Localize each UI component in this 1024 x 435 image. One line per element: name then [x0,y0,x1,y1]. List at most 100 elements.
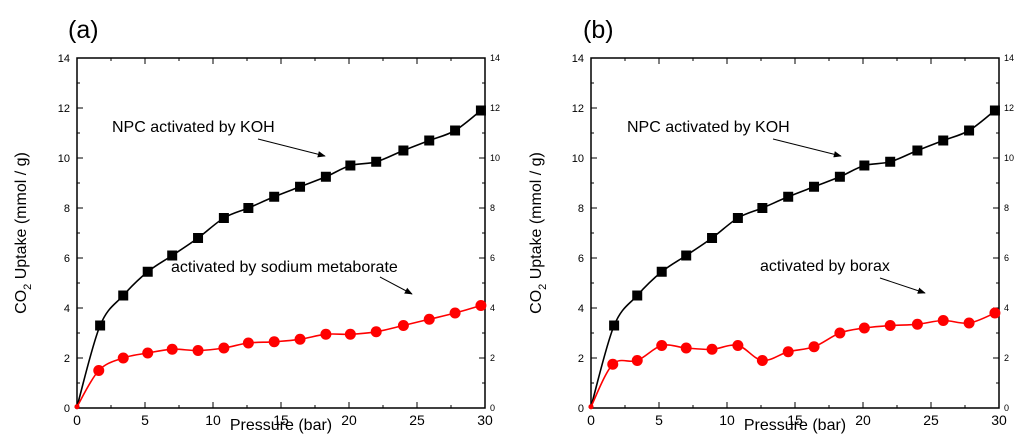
x-tick-label: 30 [991,412,1007,428]
data-point [370,326,382,338]
y-axis-title-rest: Uptake (mmol / g) [528,152,545,284]
axis-ticks [76,57,486,409]
y-axis-title-prefix: CO [13,290,30,314]
data-point [424,135,435,146]
data-point [911,318,923,330]
annotation-koh-arrow [772,138,842,158]
data-point [193,233,204,243]
data-point [964,125,975,136]
data-point [963,317,975,329]
data-point [398,145,409,156]
data-point [142,347,154,359]
x-tick-label: 25 [409,412,425,428]
x-tick-label: 20 [855,412,871,428]
data-point [243,203,254,213]
data-point [609,320,620,331]
y-tick-label: 4 [64,303,70,315]
y-axis-title: CO2 Uptake (mmol / g) [528,152,549,314]
data-point [345,160,356,171]
data-point [681,250,692,261]
y-axis-title-subscript: 2 [537,284,549,290]
y-tick-label-right: 6 [1004,253,1009,263]
data-point [320,171,331,182]
y-tick-label: 4 [578,303,584,315]
x-tick-label: 20 [341,412,357,428]
data-point [449,307,461,319]
data-point [989,105,1000,116]
series-line [76,304,482,408]
y-tick-label: 8 [578,203,584,215]
data-point [118,290,129,301]
series-line [590,312,996,408]
y-tick-label-right: 8 [1004,203,1009,213]
data-point [397,320,409,331]
x-tick-label: 0 [73,412,81,428]
x-tick-label: 30 [477,412,493,428]
y-tick-label-right: 2 [490,353,495,363]
y-tick-label-right: 4 [490,303,495,313]
axis-ticks [590,57,1000,409]
x-tick-label: 5 [655,412,663,428]
data-point [757,203,768,213]
x-tick-label: 15 [787,412,803,428]
x-tick-label: 5 [141,412,149,428]
x-tick-label: 10 [719,412,735,428]
data-point [423,313,435,325]
y-tick-label: 10 [572,153,584,165]
data-point [989,307,1001,319]
data-point [884,320,896,331]
plot-frame [76,57,486,409]
data-point [756,355,768,366]
y-tick-label-right: 2 [1004,353,1009,363]
data-point [885,156,896,167]
data-point [588,404,594,410]
data-point [450,125,461,136]
data-point [268,336,280,348]
y-tick-label: 6 [64,253,70,265]
y-tick-label: 10 [58,153,70,165]
data-point [912,145,923,156]
y-axis-title-subscript: 2 [22,284,34,290]
annotation-second-arrow [879,277,926,294]
panel-label: (b) [583,16,614,44]
y-tick-label: 14 [572,53,584,65]
data-point [938,135,949,146]
y-tick-label-right: 14 [1004,53,1014,63]
y-tick-label-right: 8 [490,203,495,213]
data-point [937,315,949,326]
data-point [732,340,744,351]
x-tick-label: 25 [923,412,939,428]
y-axis-title-rest: Uptake (mmol / g) [13,152,30,284]
data-point [732,213,743,223]
plot-frame [590,57,1000,409]
data-point [95,320,106,331]
data-point [269,191,280,202]
data-point [632,290,643,301]
data-point [783,191,794,202]
annotation-second: activated by borax [760,258,890,275]
data-point [74,404,80,410]
series-layer [588,105,1001,410]
data-point [320,328,332,340]
data-point [93,365,105,376]
y-tick-label-right: 14 [490,53,500,63]
y-tick-label: 14 [58,53,70,65]
data-point [808,341,820,353]
y-axis-title: CO2 Uptake (mmol / g) [13,152,34,314]
y-tick-label: 8 [64,203,70,215]
y-tick-label-right: 10 [1004,153,1014,163]
y-tick-label: 0 [64,403,70,415]
data-point [166,343,178,355]
data-point [607,358,619,370]
data-point [242,337,254,349]
annotation-koh: NPC activated by KOH [112,119,275,136]
y-tick-label: 6 [578,253,584,265]
data-point [218,342,230,354]
data-point [295,181,306,192]
x-tick-label: 10 [205,412,221,428]
y-tick-label-right: 12 [490,103,500,113]
annotation-koh: NPC activated by KOH [627,119,790,136]
